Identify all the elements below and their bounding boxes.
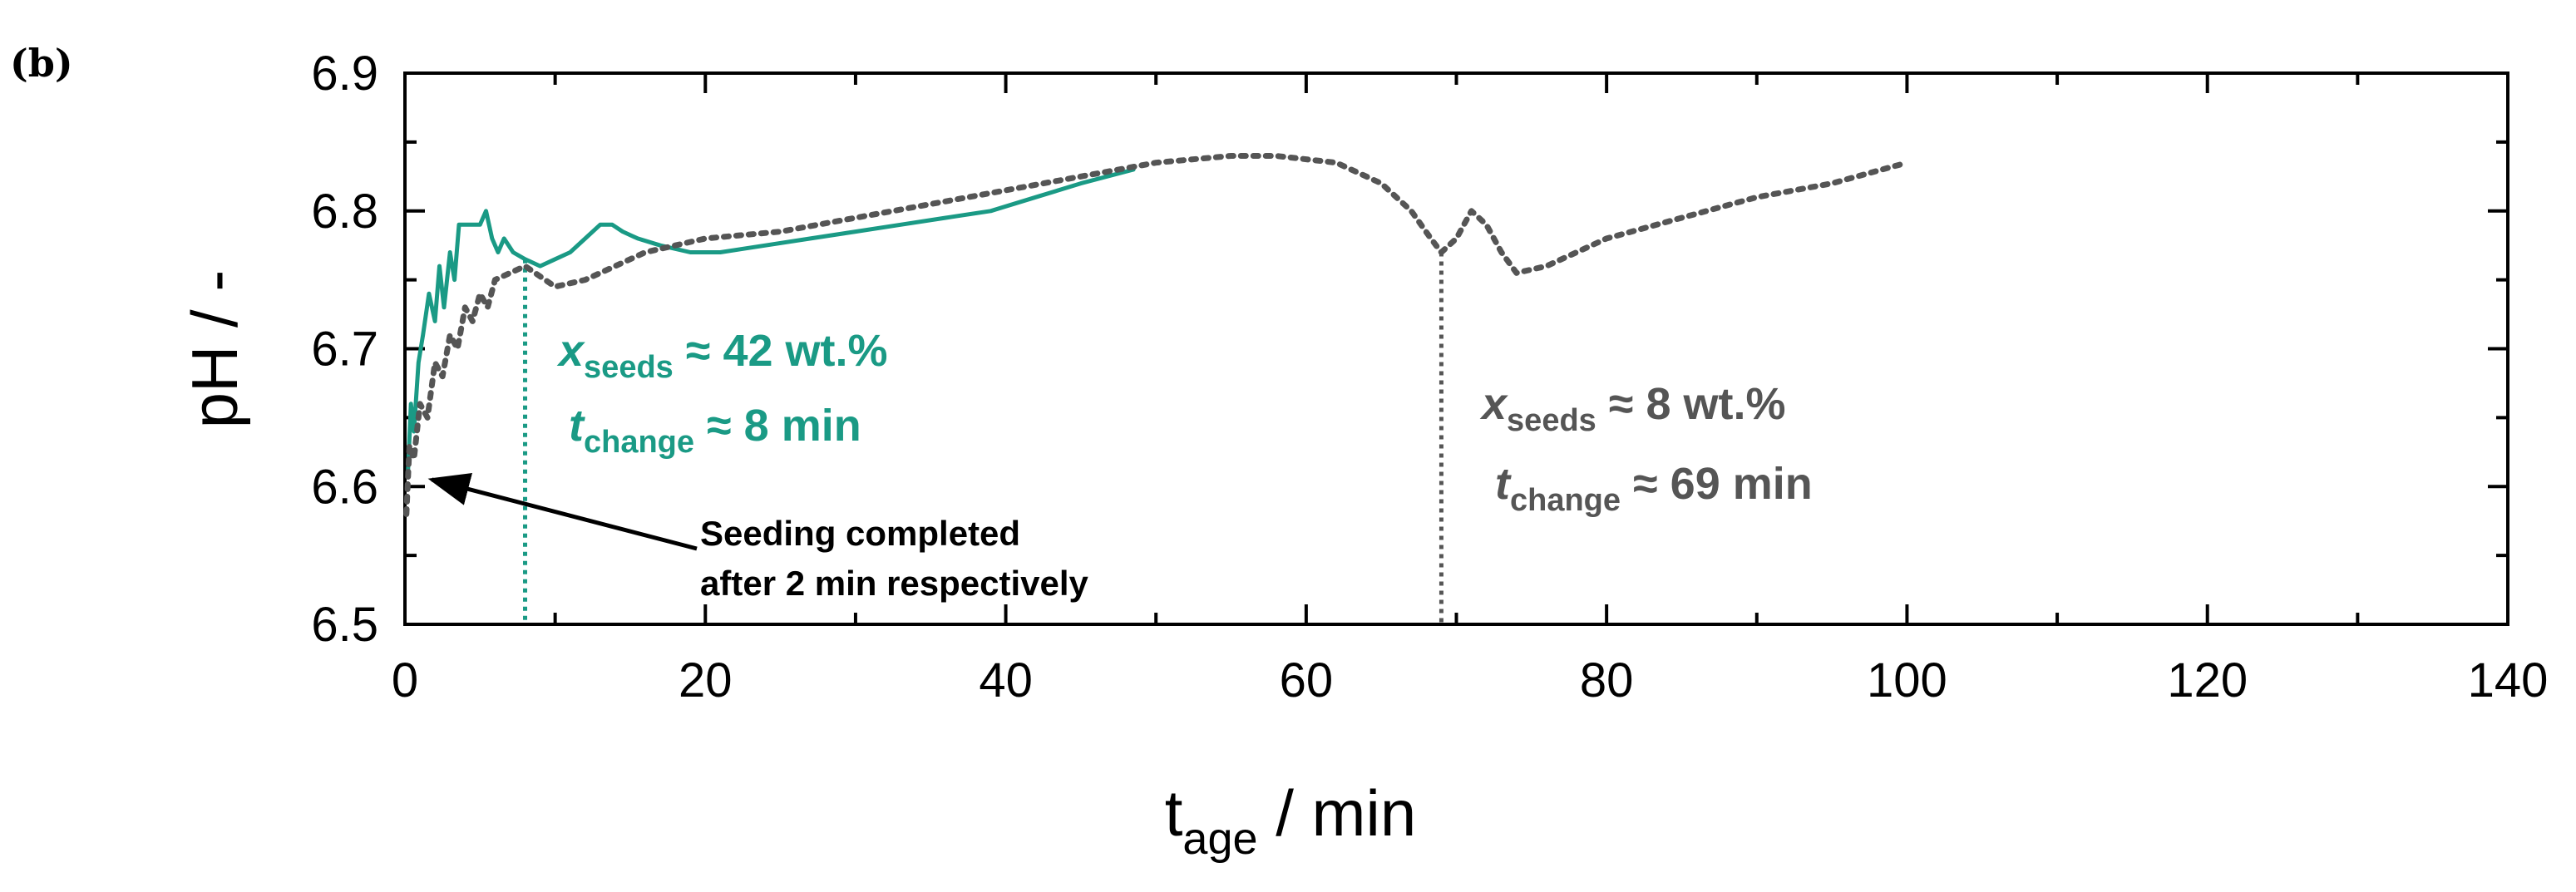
y-tick-label: 6.6 — [311, 460, 378, 514]
annotation-teal-seeds-symbol: x — [556, 326, 585, 376]
annotation-gray-change-symbol: t — [1495, 459, 1512, 509]
annotation-gray-change-subscript: change — [1510, 483, 1621, 518]
annotation-gray: xseeds ≈ 8 wt.% tchange ≈ 69 min — [1479, 379, 1813, 518]
x-tick-label: 0 — [392, 653, 418, 707]
x-tick-label: 80 — [1580, 653, 1634, 707]
annotation-teal-seeds: xseeds ≈ 42 wt.% — [556, 326, 888, 385]
annotation-gray-change-value: ≈ 69 min — [1621, 459, 1813, 509]
seeding-arrow — [427, 472, 698, 551]
annotation-teal-seeds-subscript: seeds — [584, 350, 674, 385]
x-tick-label: 40 — [979, 653, 1033, 707]
annotation-teal-seeds-value: ≈ 42 wt.% — [674, 326, 888, 376]
x-tick-label: 20 — [679, 653, 733, 707]
y-tick-label: 6.5 — [311, 598, 378, 652]
x-axis-title-main: t — [1165, 776, 1183, 850]
annotation-teal: xseeds ≈ 42 wt.% tchange ≈ 8 min — [556, 326, 888, 460]
x-axis-title-sub: age — [1182, 814, 1257, 864]
y-tick-label: 6.9 — [311, 47, 378, 101]
series-line-gray — [403, 153, 1910, 517]
seeding-note-line2: after 2 min respectively — [700, 564, 1089, 603]
x-tick-labels: 0 20 40 60 80 100 120 140 — [392, 653, 2549, 707]
x-tick-label: 140 — [2468, 653, 2549, 707]
x-axis-title-rest: / min — [1258, 776, 1417, 850]
y-tick-label: 6.7 — [311, 323, 378, 377]
x-tick-label: 60 — [1280, 653, 1334, 707]
annotation-teal-change-symbol: t — [569, 401, 585, 451]
annotation-teal-change-subscript: change — [584, 425, 694, 460]
annotation-teal-change: tchange ≈ 8 min — [569, 401, 861, 460]
change-markers — [523, 252, 1443, 624]
x-tick-label: 120 — [2167, 653, 2248, 707]
annotation-gray-seeds-subscript: seeds — [1507, 403, 1596, 438]
y-tick-label: 6.8 — [311, 185, 378, 239]
x-axis-title: tage / min — [1165, 776, 1416, 864]
annotation-gray-seeds-symbol: x — [1479, 379, 1508, 429]
panel-label: (b) — [10, 41, 73, 86]
seeding-note-line1: Seeding completed — [700, 514, 1020, 553]
y-tick-labels: 6.5 6.6 6.7 6.8 6.9 — [311, 47, 378, 652]
annotation-gray-seeds: xseeds ≈ 8 wt.% — [1479, 379, 1785, 438]
annotation-teal-change-value: ≈ 8 min — [694, 401, 861, 451]
annotation-gray-seeds-value: ≈ 8 wt.% — [1596, 379, 1786, 429]
series-line-teal — [406, 167, 1136, 476]
y-axis-title: pH / - — [178, 270, 251, 429]
series-lines — [403, 153, 1910, 517]
x-tick-label: 100 — [1867, 653, 1947, 707]
annotation-gray-change: tchange ≈ 69 min — [1495, 459, 1813, 518]
